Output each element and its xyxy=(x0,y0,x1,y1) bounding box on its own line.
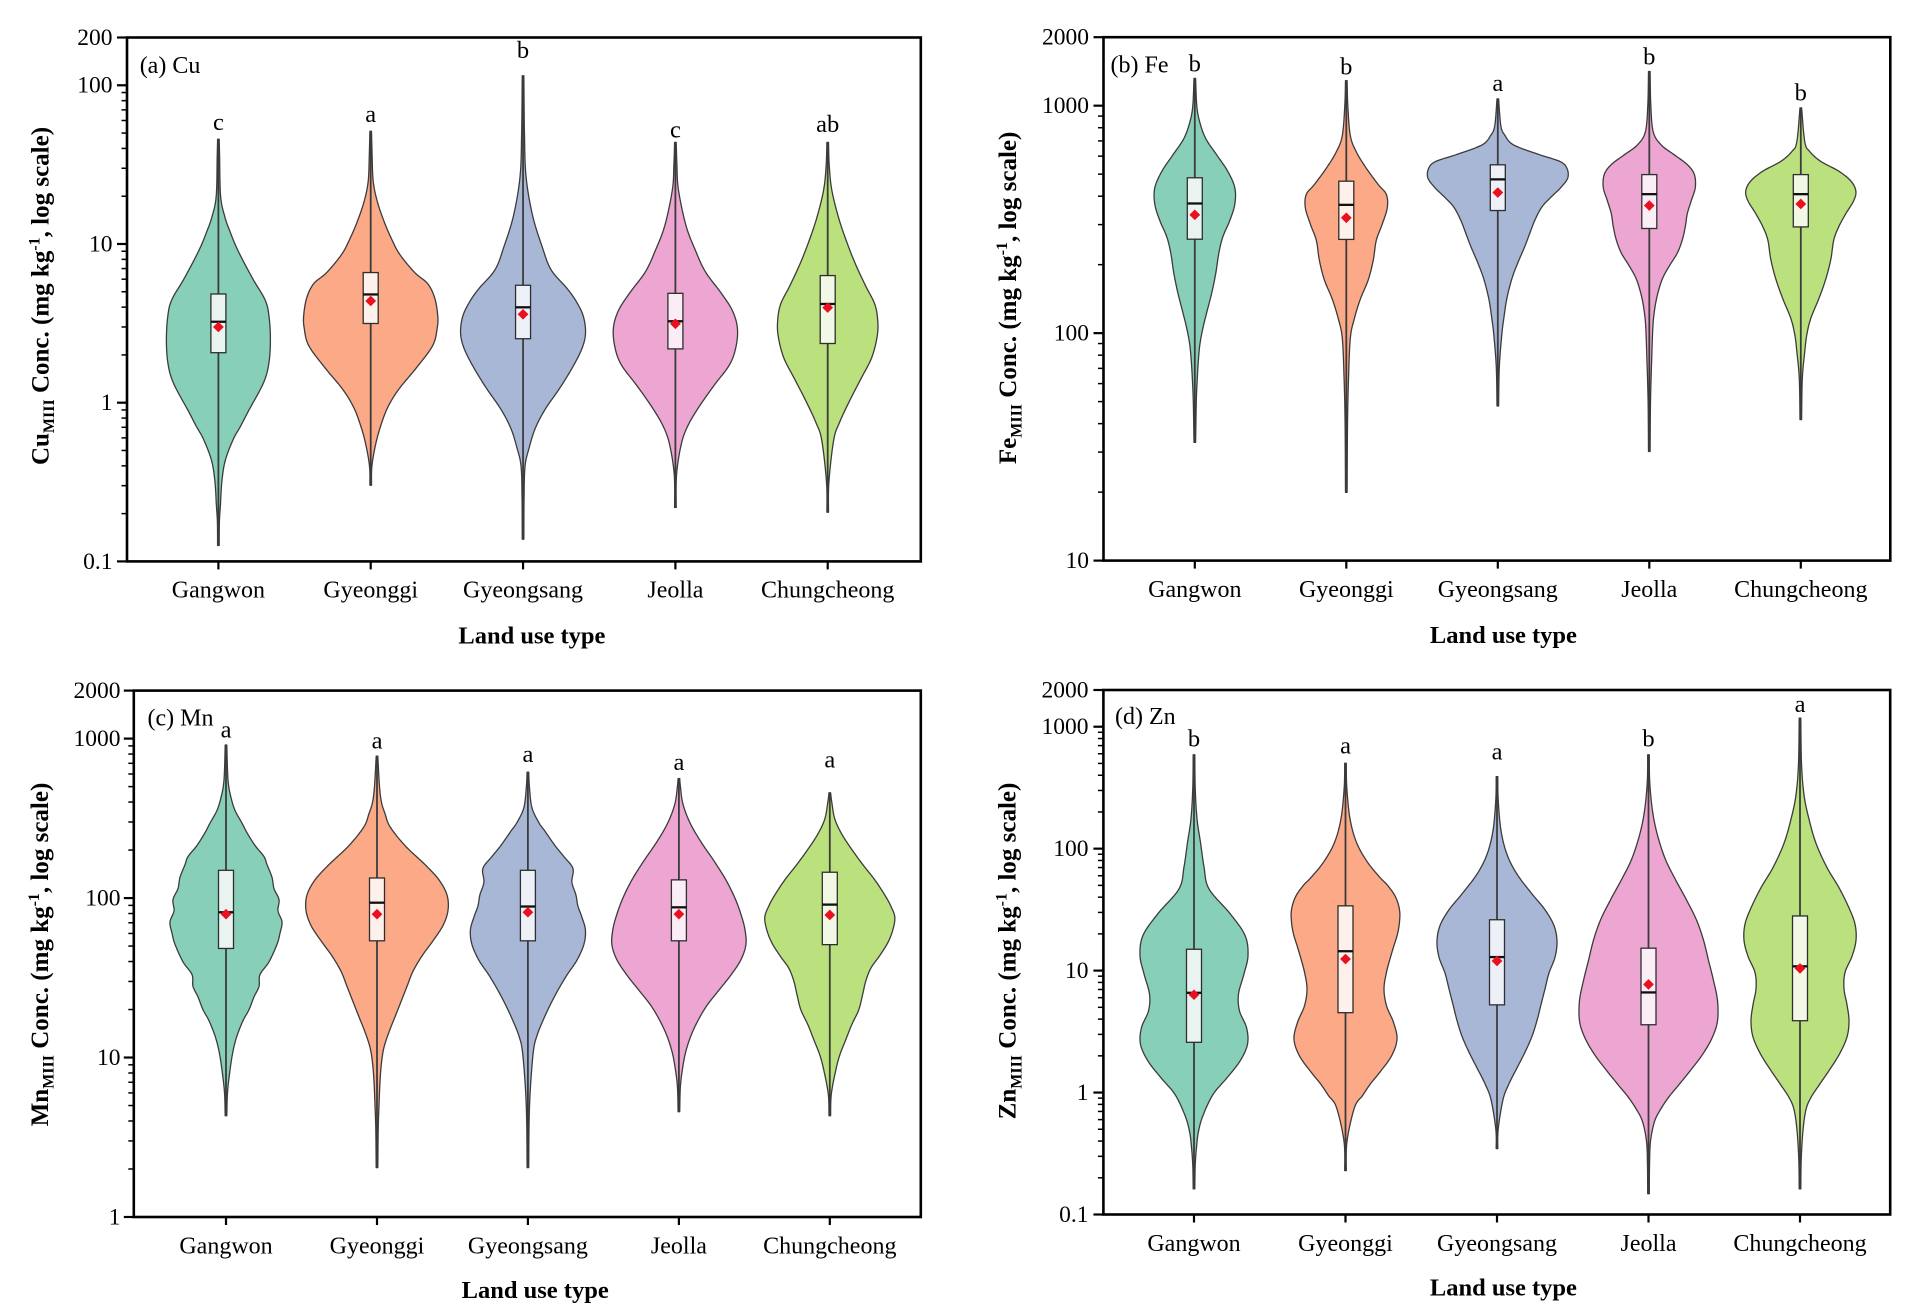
svg-text:Gangwon: Gangwon xyxy=(179,1233,272,1259)
svg-text:100: 100 xyxy=(77,73,112,99)
svg-text:1: 1 xyxy=(1077,1080,1089,1106)
svg-text:a: a xyxy=(1492,738,1503,765)
svg-text:1: 1 xyxy=(101,390,113,416)
svg-text:Gangwon: Gangwon xyxy=(1148,577,1241,603)
svg-text:a: a xyxy=(365,101,376,128)
svg-text:0.1: 0.1 xyxy=(1059,1202,1088,1228)
svg-text:a: a xyxy=(824,747,835,774)
svg-text:Land use type: Land use type xyxy=(458,623,605,650)
svg-text:Gyeongsang: Gyeongsang xyxy=(463,578,583,604)
svg-text:b: b xyxy=(1643,44,1655,71)
svg-text:a: a xyxy=(673,749,684,776)
svg-text:(b) Fe: (b) Fe xyxy=(1111,52,1169,78)
svg-text:2000: 2000 xyxy=(74,678,121,704)
svg-text:10: 10 xyxy=(97,1045,121,1071)
svg-text:Jeolla: Jeolla xyxy=(647,578,703,604)
svg-text:Chungcheong: Chungcheong xyxy=(761,578,894,604)
svg-text:b: b xyxy=(1189,50,1201,77)
svg-text:2000: 2000 xyxy=(1042,677,1089,703)
svg-text:1000: 1000 xyxy=(1042,714,1089,740)
svg-text:b: b xyxy=(517,37,529,64)
svg-text:c: c xyxy=(670,117,681,144)
svg-text:Gyeonggi: Gyeonggi xyxy=(1299,577,1394,603)
svg-text:Gangwon: Gangwon xyxy=(1147,1231,1240,1257)
svg-text:10: 10 xyxy=(1066,548,1090,574)
svg-text:10: 10 xyxy=(89,231,113,257)
svg-text:Gyeonggi: Gyeonggi xyxy=(330,1233,425,1259)
svg-text:MnMIII Conc. (mg kg-1, log sca: MnMIII Conc. (mg kg-1, log scale) xyxy=(26,783,58,1127)
svg-text:a: a xyxy=(1340,732,1351,759)
svg-text:a: a xyxy=(221,717,232,744)
svg-text:Gyeonggi: Gyeonggi xyxy=(1298,1231,1393,1257)
svg-text:2000: 2000 xyxy=(1042,25,1089,51)
svg-text:b: b xyxy=(1642,726,1654,753)
svg-text:0.1: 0.1 xyxy=(83,549,112,575)
svg-text:(d) Zn: (d) Zn xyxy=(1115,704,1176,730)
svg-text:ab: ab xyxy=(816,111,839,138)
svg-text:Land use type: Land use type xyxy=(1430,622,1577,649)
svg-text:a: a xyxy=(1492,70,1503,97)
svg-text:100: 100 xyxy=(1054,321,1089,347)
svg-text:Land use type: Land use type xyxy=(462,1277,609,1304)
svg-text:Gyeonggi: Gyeonggi xyxy=(323,578,418,604)
svg-text:CuMIII Conc. (mg kg-1, log sca: CuMIII Conc. (mg kg-1, log scale) xyxy=(27,127,59,465)
svg-text:a: a xyxy=(372,728,383,755)
svg-text:ZnMIII Conc. (mg kg-1, log sca: ZnMIII Conc. (mg kg-1, log scale) xyxy=(994,783,1026,1120)
svg-text:a: a xyxy=(522,741,533,768)
svg-text:Jeolla: Jeolla xyxy=(1621,1231,1677,1257)
svg-text:Jeolla: Jeolla xyxy=(651,1233,707,1259)
svg-text:Chungcheong: Chungcheong xyxy=(1734,577,1867,603)
svg-text:Chungcheong: Chungcheong xyxy=(1733,1231,1866,1257)
svg-text:b: b xyxy=(1188,726,1200,753)
svg-text:100: 100 xyxy=(1053,836,1088,862)
svg-text:Chungcheong: Chungcheong xyxy=(763,1233,896,1259)
svg-text:Gyeongsang: Gyeongsang xyxy=(468,1233,588,1259)
svg-text:(c) Mn: (c) Mn xyxy=(148,706,214,732)
svg-text:10: 10 xyxy=(1065,958,1089,984)
svg-text:1000: 1000 xyxy=(74,726,121,752)
svg-text:FeMIII Conc. (mg kg-1, log sca: FeMIII Conc. (mg kg-1, log scale) xyxy=(994,132,1026,464)
svg-text:1: 1 xyxy=(109,1204,121,1230)
svg-text:(a) Cu: (a) Cu xyxy=(140,53,201,79)
svg-text:b: b xyxy=(1340,54,1352,81)
svg-text:b: b xyxy=(1795,80,1807,107)
svg-text:Land use type: Land use type xyxy=(1430,1275,1577,1302)
svg-text:Gyeongsang: Gyeongsang xyxy=(1437,1231,1557,1257)
svg-text:Gangwon: Gangwon xyxy=(172,578,265,604)
svg-text:200: 200 xyxy=(77,25,112,51)
svg-text:a: a xyxy=(1795,691,1806,718)
svg-text:Gyeongsang: Gyeongsang xyxy=(1438,577,1558,603)
svg-text:1000: 1000 xyxy=(1042,93,1089,119)
svg-text:c: c xyxy=(213,109,224,136)
svg-text:Jeolla: Jeolla xyxy=(1621,577,1677,603)
svg-text:100: 100 xyxy=(85,886,120,912)
